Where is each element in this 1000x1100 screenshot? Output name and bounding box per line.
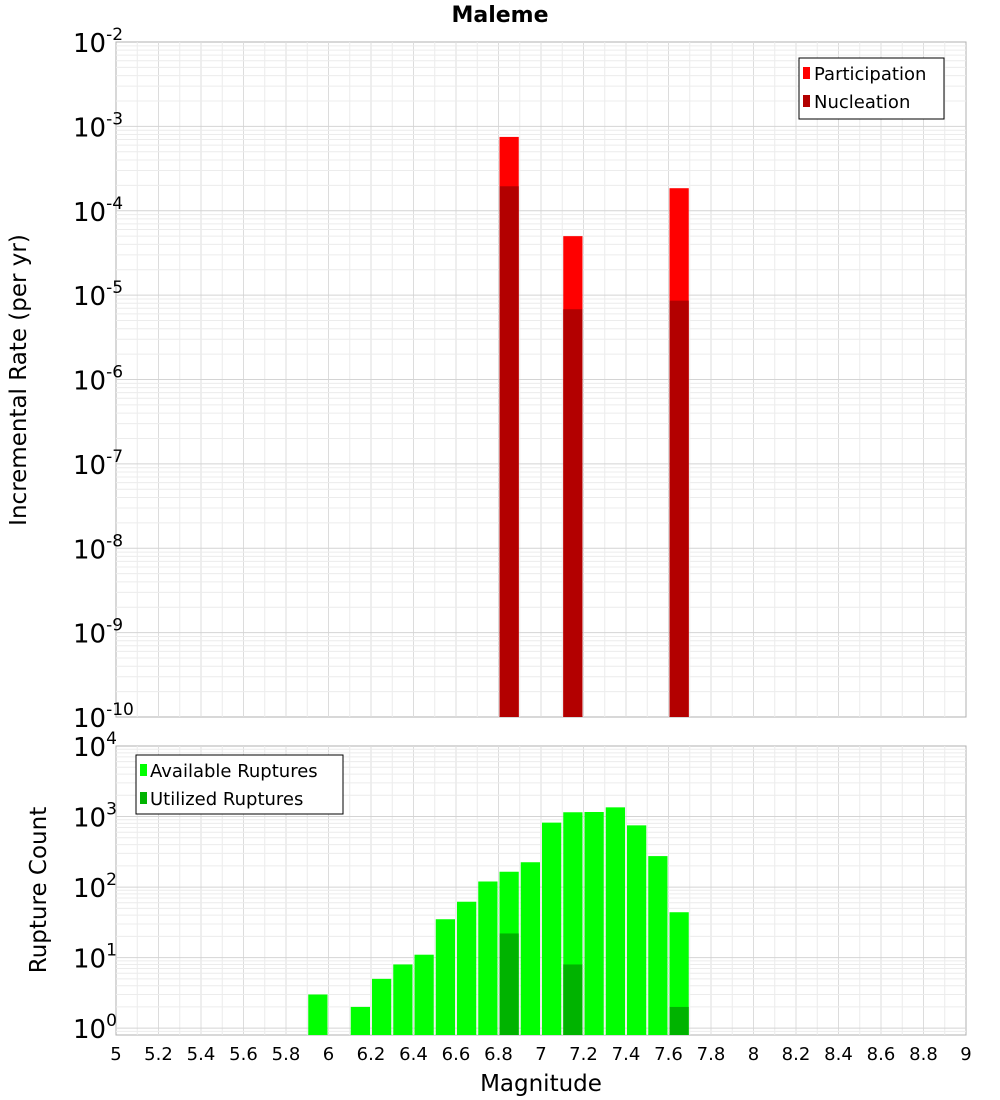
top-y-tick-label: 10-9 — [73, 616, 123, 650]
top-y-tick-label: 10-10 — [73, 700, 134, 734]
chart-title: Maleme — [451, 3, 548, 28]
bar-available — [414, 954, 434, 1035]
x-tick-label: 5 — [110, 1044, 121, 1065]
legend-label-nucleation: Nucleation — [814, 92, 910, 113]
legend-label-utilized: Utilized Ruptures — [150, 789, 303, 810]
top-bars — [499, 136, 689, 718]
bottom-y-axis-label: Rupture Count — [26, 807, 52, 973]
x-tick-label: 7.8 — [697, 1044, 726, 1065]
top-y-tick-label: 10-2 — [73, 25, 123, 59]
bottom-grid — [116, 746, 966, 1035]
bar-nucleation — [563, 309, 583, 717]
x-tick-label: 7.2 — [569, 1044, 598, 1065]
bottom-bars — [308, 807, 689, 1035]
x-tick-label: 8 — [748, 1044, 759, 1065]
x-axis-label: Magnitude — [480, 1071, 602, 1097]
top-grid — [116, 42, 966, 717]
bottom-y-tick-label: 102 — [73, 870, 117, 904]
x-tick-label: 6 — [323, 1044, 334, 1065]
x-tick-label: 5.4 — [187, 1044, 216, 1065]
bar-available — [627, 825, 647, 1035]
bar-utilized — [669, 1006, 689, 1035]
legend-label-available: Available Ruptures — [150, 761, 318, 782]
x-tick-label: 6.2 — [357, 1044, 386, 1065]
x-tick-label: 8.6 — [867, 1044, 896, 1065]
bar-available — [478, 881, 498, 1035]
bar-available — [605, 807, 625, 1035]
bottom-y-tick-label: 101 — [73, 941, 117, 975]
bottom-y-tick-label: 100 — [73, 1011, 117, 1045]
top-y-tick-label: 10-5 — [73, 278, 123, 312]
x-tick-label: 7.4 — [612, 1044, 641, 1065]
bar-nucleation — [499, 186, 519, 718]
top-panel: 10-10 10-9 10-8 10-7 10-6 10-5 10-4 10-3 10-2 In… — [6, 25, 967, 734]
bar-nucleation — [669, 300, 689, 717]
x-tick-label: 8.8 — [909, 1044, 938, 1065]
x-tick-label: 6.6 — [442, 1044, 471, 1065]
bar-available — [648, 856, 668, 1035]
legend-label-participation: Participation — [814, 64, 926, 85]
top-y-tick-labels: 10-10 10-9 10-8 10-7 10-6 10-5 10-4 10-3 10-2 — [73, 25, 134, 734]
x-tick-label: 9 — [960, 1044, 971, 1065]
top-y-tick-label: 10-3 — [73, 109, 123, 143]
bar-available — [584, 811, 604, 1035]
legend-swatch-available — [140, 764, 147, 776]
bottom-y-tick-labels: 100 101 102 103 104 — [73, 729, 117, 1045]
bottom-y-tick-label: 104 — [73, 729, 117, 763]
top-y-axis-label: Incremental Rate (per yr) — [6, 234, 32, 526]
bar-available — [542, 822, 562, 1035]
x-tick-label: 5.8 — [272, 1044, 301, 1065]
bar-utilized — [499, 933, 519, 1035]
bar-available — [393, 964, 413, 1035]
x-tick-label: 5.6 — [229, 1044, 258, 1065]
bottom-y-tick-label: 103 — [73, 800, 117, 834]
bar-available — [520, 862, 540, 1035]
bottom-legend: Available Ruptures Utilized Ruptures — [135, 754, 344, 815]
x-tick-label: 5.2 — [144, 1044, 173, 1065]
x-tick-label: 7.6 — [654, 1044, 683, 1065]
legend-swatch-participation — [803, 67, 810, 79]
top-y-tick-label: 10-4 — [73, 194, 123, 228]
top-y-tick-label: 10-6 — [73, 363, 123, 397]
bar-available — [435, 919, 455, 1035]
legend-swatch-nucleation — [803, 95, 810, 107]
bar-available — [350, 1006, 370, 1035]
top-y-tick-label: 10-8 — [73, 531, 123, 565]
bottom-panel: 100 101 102 103 104 5 5.2 5.4 5.6 5.8 6 6.2 6.4 6.6 6… — [26, 729, 972, 1097]
bar-utilized — [563, 964, 583, 1035]
bar-available — [457, 901, 477, 1035]
x-tick-label: 6.4 — [399, 1044, 428, 1065]
x-tick-label: 8.4 — [824, 1044, 853, 1065]
x-tick-labels: 5 5.2 5.4 5.6 5.8 6 6.2 6.4 6.6 6.8 7 7.2 7.4 7.6 7.8 8… — [110, 1044, 971, 1065]
x-tick-label: 6.8 — [484, 1044, 513, 1065]
bar-available — [669, 912, 689, 1035]
top-legend: Participation Nucleation — [798, 57, 945, 120]
legend-swatch-utilized — [140, 792, 147, 804]
bar-available — [308, 994, 328, 1035]
top-y-tick-label: 10-7 — [73, 447, 123, 481]
x-tick-label: 8.2 — [782, 1044, 811, 1065]
x-tick-label: 7 — [535, 1044, 546, 1065]
bar-available — [372, 978, 392, 1035]
